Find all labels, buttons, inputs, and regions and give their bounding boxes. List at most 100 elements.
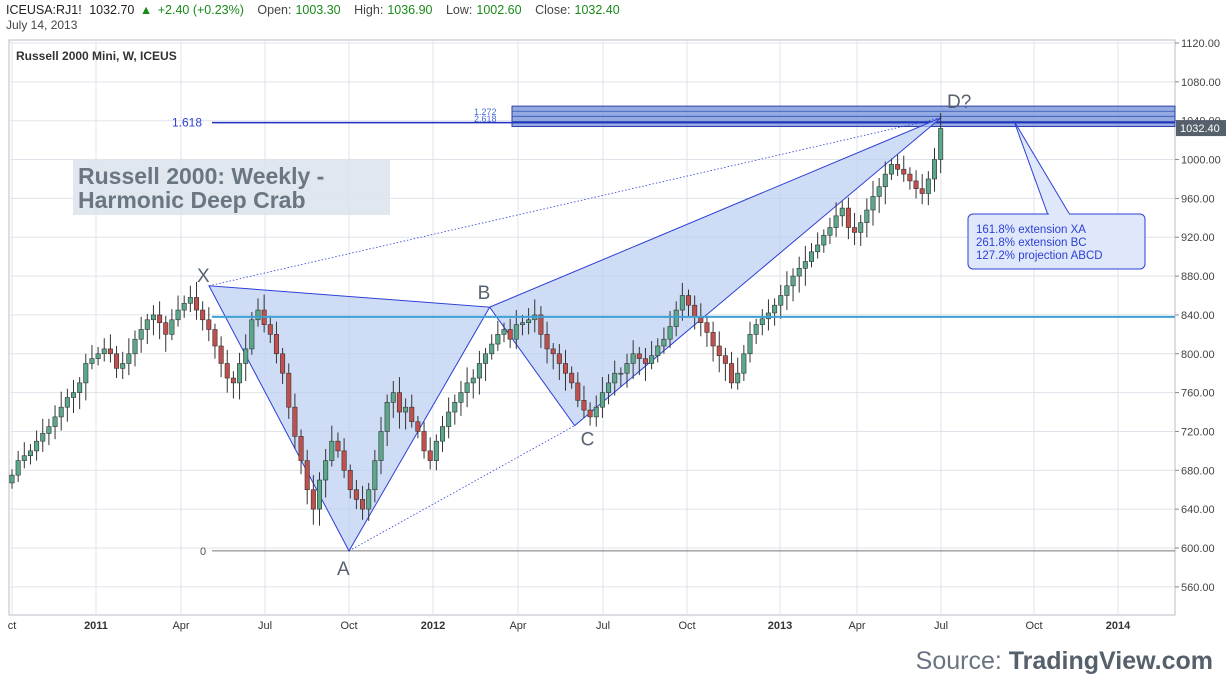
candle (77, 382, 83, 393)
callout-line: 127.2% projection ABCD (976, 250, 1103, 262)
candle (384, 402, 390, 432)
ac-dotted-line (348, 425, 575, 552)
candle (138, 329, 144, 340)
candle (919, 188, 925, 194)
up-arrow-icon: ▲ (139, 3, 153, 17)
candle (292, 406, 298, 437)
x-tick-label: Jul (596, 620, 610, 632)
candle (335, 440, 341, 452)
quote-date: July 14, 2013 (6, 18, 78, 32)
x-tick-label: Apr (848, 620, 865, 632)
candle (218, 345, 224, 364)
y-tick-label: 920.00 (1181, 232, 1215, 244)
candle (52, 416, 58, 427)
price-change: +2.40 (+0.23%) (157, 3, 244, 17)
y-tick-label: 1120.00 (1181, 38, 1220, 50)
candle (286, 372, 292, 408)
point-label-c: C (581, 430, 595, 451)
candle (784, 285, 790, 296)
candle (71, 392, 77, 398)
candle (513, 324, 519, 340)
source-prefix: Source: (915, 647, 1002, 675)
y-tick-label: 640.00 (1181, 504, 1215, 516)
candle (132, 338, 138, 355)
candle (476, 363, 482, 379)
candle (501, 329, 507, 335)
candle (507, 329, 513, 340)
candle (157, 314, 163, 323)
candle (237, 363, 243, 384)
candle (40, 433, 46, 442)
candle (901, 168, 907, 175)
source-credit: Source: TradingView.com (916, 647, 1213, 676)
candle (483, 353, 489, 364)
candle (464, 382, 470, 393)
point-label-a: A (337, 559, 350, 580)
candle (427, 450, 433, 461)
symbol[interactable]: ICEUSA:RJ1! (6, 3, 82, 17)
candle (163, 322, 169, 335)
candle (704, 322, 710, 333)
chart-title: Russell 2000 Mini, W, ICEUS (16, 49, 177, 63)
last-price-badge (1176, 120, 1226, 137)
candle (710, 332, 716, 347)
last-price: 1032.70 (89, 3, 135, 17)
point-label-x: X (197, 266, 210, 287)
x-tick-label: Oct (340, 620, 357, 632)
candle (495, 334, 501, 345)
candle (273, 334, 279, 355)
x-tick-label: Jul (258, 620, 272, 632)
y-tick-label: 720.00 (1181, 426, 1215, 438)
candle (347, 470, 353, 491)
candle (569, 372, 575, 384)
candle (187, 297, 193, 304)
pattern-triangle-bcd (488, 117, 942, 427)
candle (556, 353, 562, 364)
candle (126, 353, 132, 364)
zero-level-label: 0 (200, 546, 206, 558)
fib-label-2618: 2.618 (474, 114, 497, 124)
fib-1618-label: 1.618 (172, 116, 202, 130)
candle (9, 474, 15, 484)
candle (931, 159, 937, 180)
x-tick-label: ct (8, 620, 17, 632)
candle (852, 227, 858, 233)
candle (212, 329, 218, 347)
point-label-dq: D? (947, 92, 971, 113)
candle (815, 244, 821, 253)
candle (15, 460, 21, 476)
open-value: 1003.30 (295, 3, 341, 17)
open-label: Open: (257, 3, 292, 17)
candle (685, 295, 691, 306)
candle (538, 314, 544, 335)
candle (796, 268, 802, 277)
candle (716, 345, 722, 357)
candle (661, 338, 667, 347)
candle (489, 343, 495, 355)
candle (550, 348, 556, 355)
candle (169, 319, 175, 335)
candle (655, 345, 661, 357)
candle (864, 209, 870, 223)
candle (925, 178, 931, 194)
candle (200, 309, 206, 321)
annotation-title-line-1: Russell 2000: Weekly - (78, 163, 324, 189)
y-tick-label: 680.00 (1181, 465, 1215, 477)
high-label: High: (354, 3, 384, 17)
high-value: 1036.90 (387, 3, 433, 17)
candle (304, 460, 310, 491)
y-tick-label: 560.00 (1181, 582, 1215, 594)
candle (735, 372, 741, 384)
callout-line: 161.8% extension XA (976, 224, 1086, 236)
candle (858, 222, 864, 233)
candle (544, 334, 550, 350)
candle (581, 400, 587, 411)
candle (452, 402, 458, 413)
y-tick-label: 840.00 (1181, 310, 1215, 322)
close-value: 1032.40 (574, 3, 620, 17)
candle (470, 377, 476, 384)
y-tick-label: 960.00 (1181, 193, 1215, 205)
candle (323, 460, 329, 481)
candle (366, 489, 372, 510)
